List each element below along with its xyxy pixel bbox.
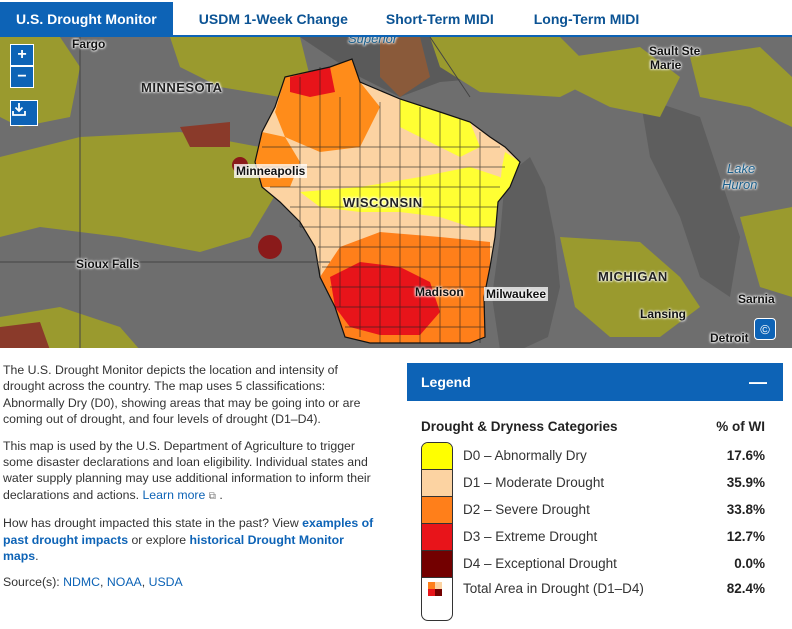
download-button[interactable] <box>10 100 38 126</box>
description-p2-end: . <box>215 487 223 502</box>
label-lake: Lake <box>727 161 756 176</box>
description-p3-text: How has drought impacted this state in t… <box>3 516 303 531</box>
legend-row-d2: D2 – Severe Drought 33.8% <box>463 496 765 523</box>
past-drought-impacts-link[interactable]: examples of past drought impacts <box>3 516 374 547</box>
total-drought-icon <box>428 582 442 596</box>
legend-pct: 33.8% <box>726 502 765 517</box>
swatch-d3 <box>422 524 452 551</box>
swatch-d0 <box>422 443 452 470</box>
outside-dry-area <box>690 47 792 127</box>
outside-dry-area <box>0 132 280 252</box>
tab-bar: U.S. Drought Monitor USDM 1-Week Change … <box>0 0 792 35</box>
legend-row-d1: D1 – Moderate Drought 35.9% <box>463 469 765 496</box>
label-madison: Madison <box>415 285 464 299</box>
legend-label: D0 – Abnormally Dry <box>463 448 587 463</box>
legend-label: D4 – Exceptional Drought <box>463 556 617 571</box>
legend-col-category: Drought & Dryness Categories <box>421 419 618 434</box>
outside-d1-area <box>380 37 430 97</box>
zoom-in-button[interactable]: + <box>10 44 34 66</box>
legend-header[interactable]: Legend — <box>407 363 783 401</box>
legend-label: D3 – Extreme Drought <box>463 529 598 544</box>
outside-d2-area <box>180 122 230 147</box>
legend-pct: 35.9% <box>726 475 765 490</box>
label-minneapolis: Minneapolis <box>234 164 308 178</box>
label-minnesota: MINNESOTA <box>141 80 223 95</box>
legend-pct: 17.6% <box>726 448 765 463</box>
sources-label: Source(s): <box>3 575 64 590</box>
label-fargo: Fargo <box>72 37 106 51</box>
legend-columns: Drought & Dryness Categories % of WI <box>407 401 783 434</box>
label-wisconsin: WISCONSIN <box>343 195 423 210</box>
description-p3-mid: or explore <box>128 532 190 547</box>
label-michigan: MICHIGAN <box>598 269 668 284</box>
wisconsin-d3-south <box>330 262 440 335</box>
label-sault-ste: Sault Ste <box>649 44 701 58</box>
wisconsin-d0-band <box>300 167 510 227</box>
legend-row-total: Total Area in Drought (D1–D4) 82.4% <box>463 575 765 602</box>
sources-line: Source(s): NDMC, NOAA, USDA <box>3 575 183 590</box>
drought-map[interactable]: Fargo Superior Sault Ste Marie MINNESOTA… <box>0 35 792 348</box>
legend-row-d3: D3 – Extreme Drought 12.7% <box>463 523 765 550</box>
description-p2-text: This map is used by the U.S. Department … <box>3 438 371 502</box>
wisconsin-d3-north <box>290 67 335 97</box>
county-lines <box>262 67 505 343</box>
legend-body: D0 – Abnormally Dry 17.6% D1 – Moderate … <box>407 442 783 622</box>
wisconsin-d0-door <box>500 152 520 187</box>
historical-maps-link[interactable]: historical Drought Monitor maps <box>3 532 344 564</box>
label-milwaukee: Milwaukee <box>484 287 549 301</box>
copyright-button[interactable]: © <box>754 318 776 340</box>
tab-us-drought-monitor[interactable]: U.S. Drought Monitor <box>0 2 173 35</box>
outside-dry-area <box>740 207 792 297</box>
learn-more-link[interactable]: Learn more <box>142 487 206 502</box>
tab-short-term-midi[interactable]: Short-Term MIDI <box>385 10 494 27</box>
legend-panel: Legend — Drought & Dryness Categories % … <box>407 363 783 622</box>
legend-swatches <box>421 442 453 621</box>
outside-dry-area <box>430 37 600 97</box>
legend-title: Legend <box>421 374 471 390</box>
source-noaa-link[interactable]: NOAA <box>106 575 142 590</box>
label-lansing: Lansing <box>640 307 687 321</box>
label-huron: Huron <box>722 177 758 192</box>
collapse-toggle-icon[interactable]: — <box>749 371 767 392</box>
outside-d2-area <box>0 322 50 348</box>
download-icon <box>12 103 26 116</box>
label-sarnia: Sarnia <box>738 292 775 306</box>
tab-usdm-1-week-change[interactable]: USDM 1-Week Change <box>198 10 348 27</box>
zoom-control: + − <box>10 44 34 88</box>
legend-col-pct: % of WI <box>716 419 765 434</box>
description-p2: This map is used by the U.S. Department … <box>3 438 381 506</box>
source-ndmc-link[interactable]: NDMC <box>63 575 101 590</box>
label-sioux-falls: Sioux Falls <box>76 257 140 271</box>
label-detroit: Detroit <box>710 331 749 345</box>
zoom-out-button[interactable]: − <box>10 66 34 88</box>
legend-pct: 82.4% <box>726 581 765 596</box>
legend-row-d0: D0 – Abnormally Dry 17.6% <box>463 442 765 469</box>
swatch-d2 <box>422 497 452 524</box>
swatch-total <box>422 578 452 601</box>
outside-d3-spot <box>258 235 282 259</box>
swatch-d1 <box>422 470 452 497</box>
label-superior: Superior <box>348 35 398 46</box>
outside-dry-area <box>570 47 680 117</box>
map-canvas <box>0 37 792 348</box>
tab-long-term-midi[interactable]: Long-Term MIDI <box>533 10 640 27</box>
description-p1: The U.S. Drought Monitor depicts the loc… <box>3 363 361 427</box>
outside-dry-area <box>560 237 700 337</box>
source-usda-link[interactable]: USDA <box>148 575 183 590</box>
legend-label: D2 – Severe Drought <box>463 502 590 517</box>
legend-label: D1 – Moderate Drought <box>463 475 605 490</box>
state-borders <box>0 37 471 348</box>
lake-huron <box>640 97 740 297</box>
swatch-d4 <box>422 551 452 578</box>
legend-row-d4: D4 – Exceptional Drought 0.0% <box>463 550 765 577</box>
legend-pct: 12.7% <box>726 529 765 544</box>
description: The U.S. Drought Monitor depicts the loc… <box>3 362 381 601</box>
external-link-icon: ⧉ <box>208 490 216 502</box>
description-p3-end: . <box>35 549 39 564</box>
outside-dry-area <box>170 37 310 97</box>
description-p3: How has drought impacted this state in t… <box>3 515 381 564</box>
legend-label: Total Area in Drought (D1–D4) <box>463 581 644 596</box>
label-marie: Marie <box>650 58 682 72</box>
legend-pct: 0.0% <box>734 556 765 571</box>
